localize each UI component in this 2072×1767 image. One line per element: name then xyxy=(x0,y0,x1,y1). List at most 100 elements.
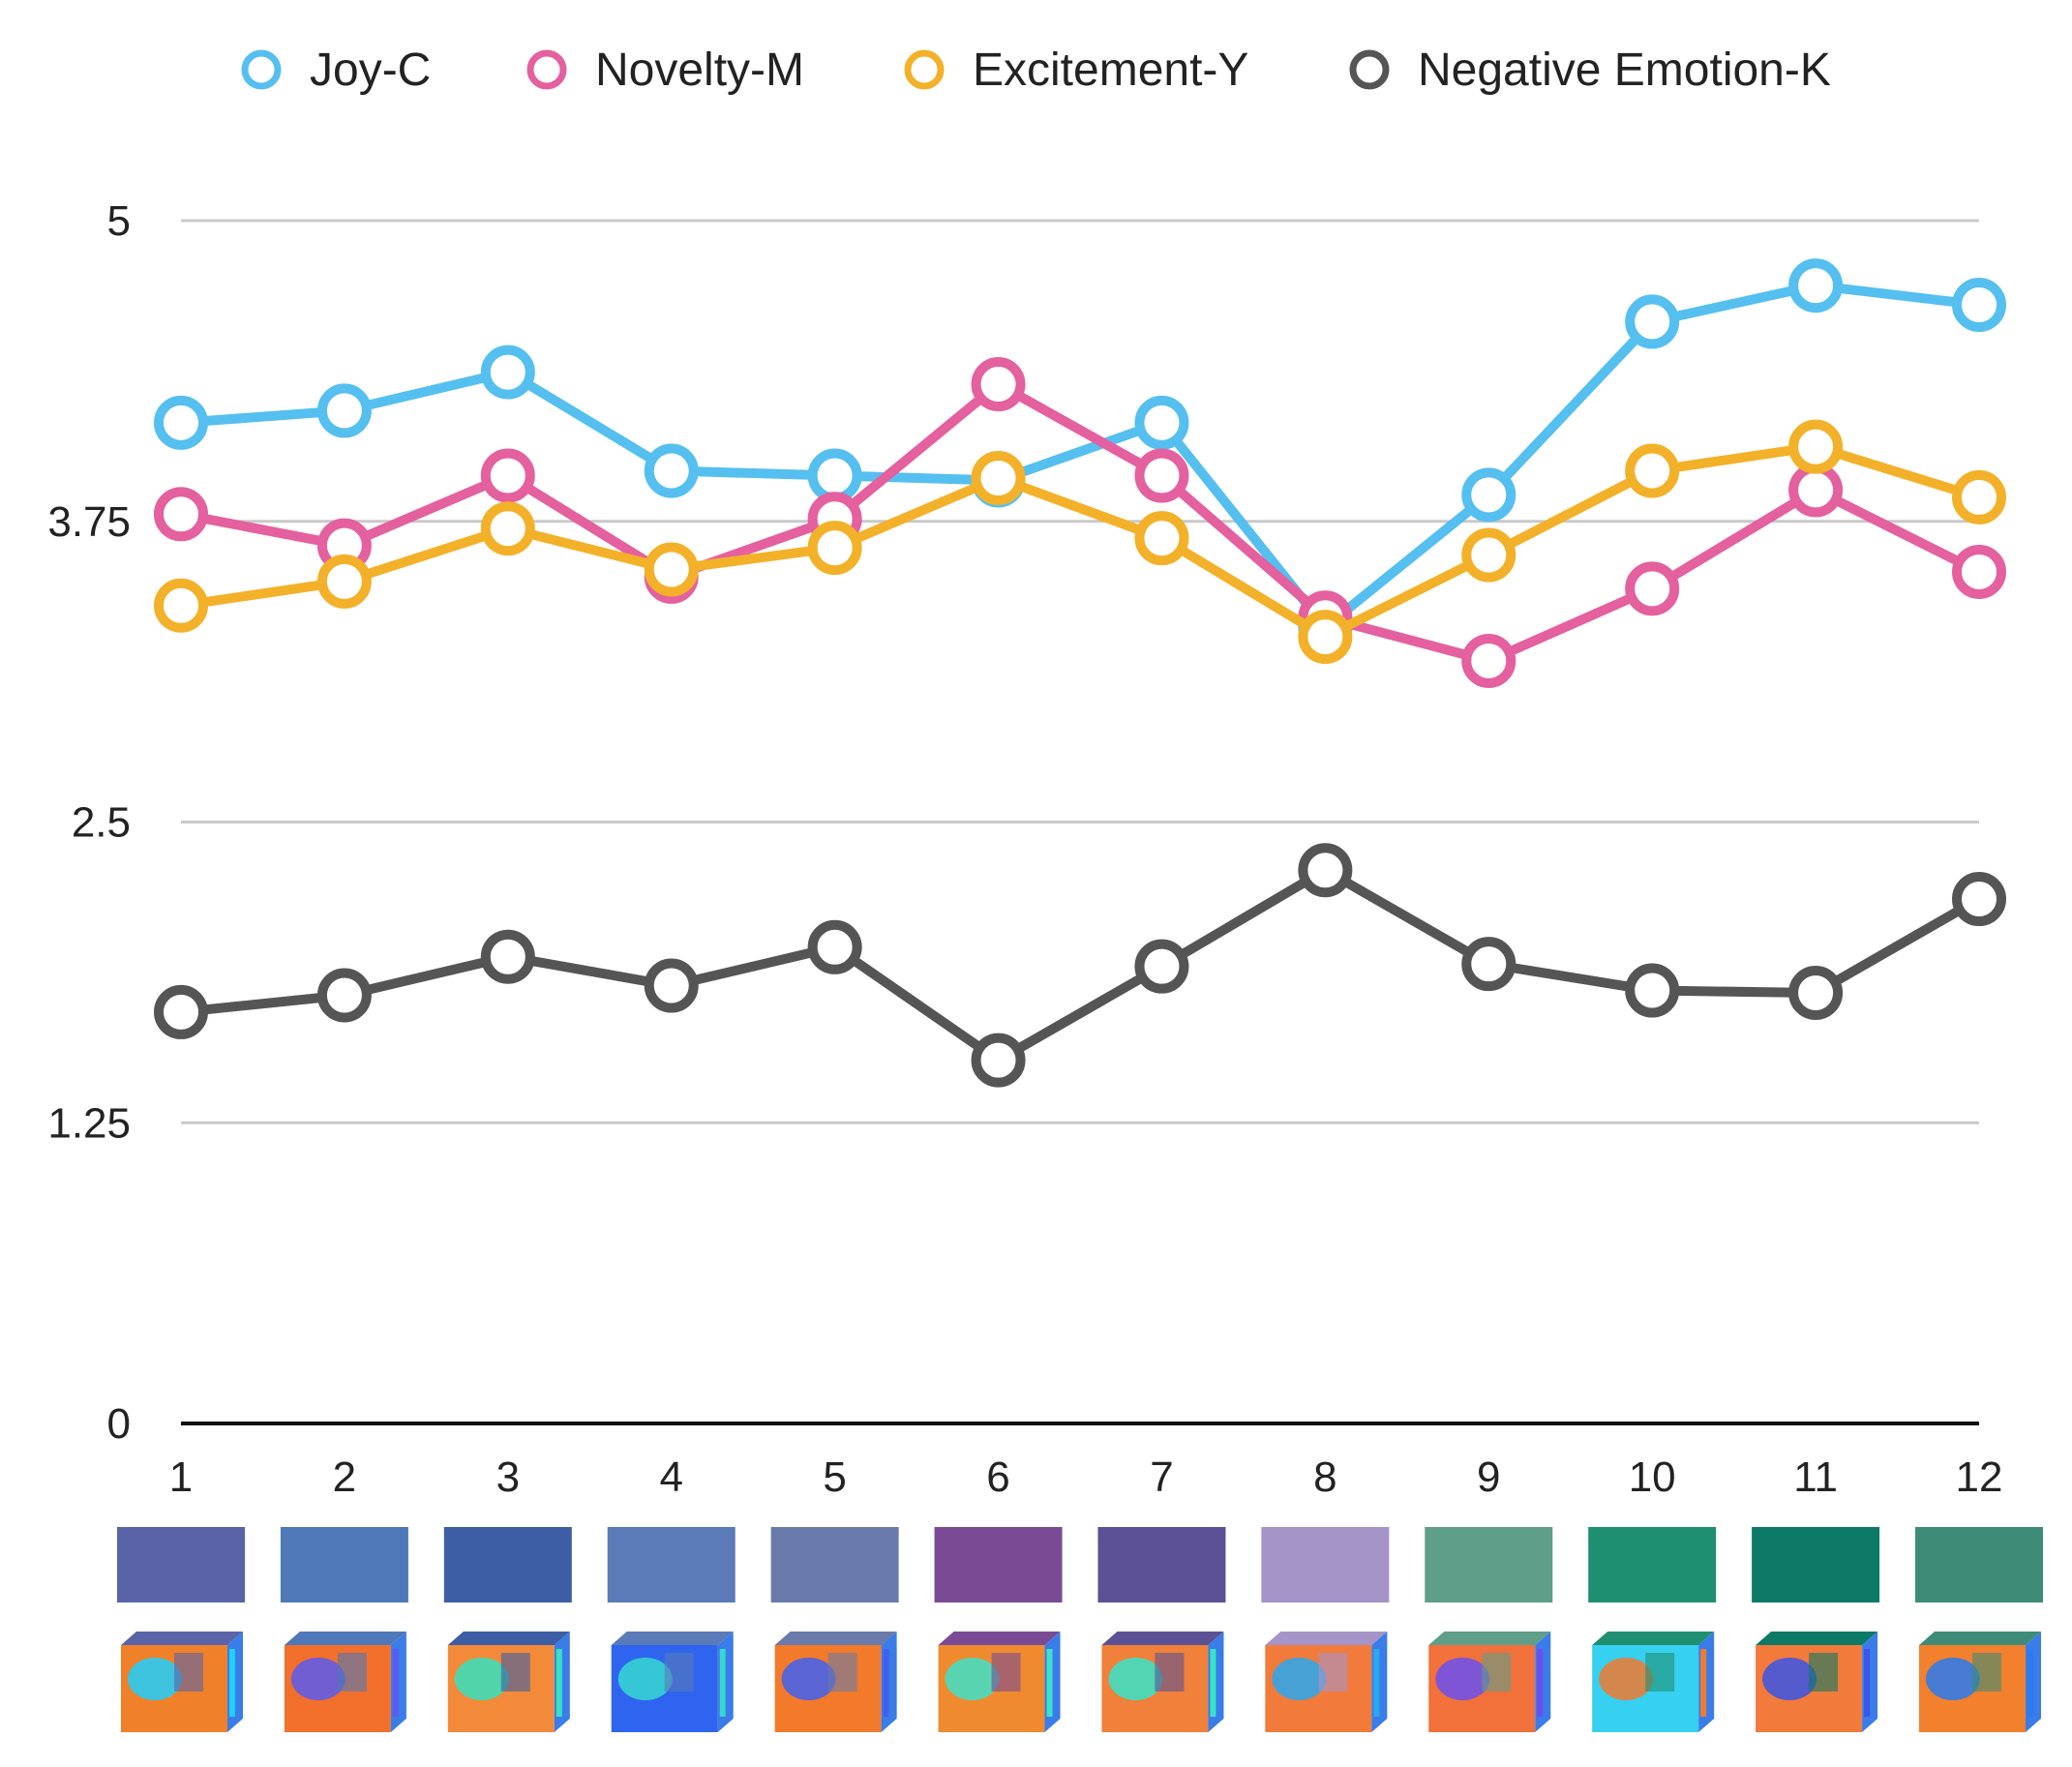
color-swatch xyxy=(280,1527,408,1602)
cube-front-pattern xyxy=(991,1653,1021,1692)
cube-front-pattern xyxy=(500,1653,530,1692)
data-point xyxy=(1134,395,1189,450)
data-point xyxy=(1625,294,1680,349)
data-point xyxy=(480,344,535,400)
cube-front-pattern xyxy=(664,1653,694,1692)
cube-front-pattern xyxy=(1645,1653,1675,1692)
data-point xyxy=(971,451,1026,506)
cube-top-face xyxy=(121,1632,243,1645)
cube-side-stripe xyxy=(1373,1649,1380,1717)
series-group xyxy=(154,357,2006,688)
data-point xyxy=(644,958,699,1013)
data-point xyxy=(154,984,208,1039)
data-point xyxy=(1952,544,2006,599)
cube-thumbnail xyxy=(1101,1632,1224,1732)
cube-side-stripe xyxy=(556,1649,562,1717)
data-point xyxy=(807,448,862,503)
color-swatch xyxy=(934,1527,1063,1602)
data-point xyxy=(1625,443,1680,498)
cube-front-pattern xyxy=(1482,1653,1512,1692)
series-line xyxy=(176,379,1984,666)
x-tick-label: 5 xyxy=(823,1453,846,1501)
cube-front-pattern xyxy=(827,1653,857,1692)
data-point xyxy=(971,357,1026,412)
x-axis-tick-labels: 1 2 3 4 5 6 7 8 9 10 11 12 xyxy=(169,1453,2003,1501)
legend-item: Negative Emotion-K xyxy=(1349,45,1831,96)
color-swatch xyxy=(607,1527,736,1602)
y-gridlines xyxy=(181,219,1979,1124)
x-tick-label: 8 xyxy=(1313,1453,1336,1501)
cube-front-pattern xyxy=(454,1658,509,1700)
color-swatch xyxy=(1097,1527,1226,1602)
cube-thumbnail xyxy=(611,1632,734,1732)
legend-item: Excitement-Y xyxy=(904,45,1248,96)
data-point xyxy=(316,383,372,438)
cube-front-pattern xyxy=(1272,1658,1327,1700)
data-point xyxy=(1952,469,2006,524)
cube-side-stripe xyxy=(1700,1649,1707,1717)
cube-side-stripe xyxy=(392,1649,399,1717)
legend-label: Novelty-M xyxy=(595,45,804,96)
color-swatch xyxy=(1425,1527,1553,1602)
cube-top-face xyxy=(1592,1632,1715,1645)
x-tick-label: 12 xyxy=(1956,1453,2003,1501)
cube-front-pattern xyxy=(1972,1653,2001,1692)
y-tick-label: 1.25 xyxy=(47,1099,131,1147)
data-point xyxy=(1134,448,1189,503)
x-tick-label: 1 xyxy=(169,1453,193,1501)
legend-label: Excitement-Y xyxy=(973,45,1248,96)
series-group xyxy=(154,843,2006,1088)
data-point xyxy=(1461,937,1516,992)
cube-thumbnail xyxy=(284,1632,406,1732)
cube-side-stripe xyxy=(1864,1649,1871,1717)
cube-thumbnail xyxy=(1265,1632,1388,1732)
x-tick-label: 3 xyxy=(496,1453,520,1501)
x-tick-label: 10 xyxy=(1629,1453,1676,1501)
data-point xyxy=(1788,966,1844,1021)
cube-top-face xyxy=(1756,1632,1878,1645)
data-point xyxy=(971,1033,1026,1088)
series-line xyxy=(176,441,1984,643)
color-swatch xyxy=(1588,1527,1717,1602)
cube-top-face xyxy=(1919,1632,2041,1645)
data-point xyxy=(316,554,372,609)
cube-side-stripe xyxy=(883,1649,889,1717)
data-point xyxy=(480,501,535,556)
x-tick-label: 6 xyxy=(986,1453,1009,1501)
cube-side-stripe xyxy=(719,1649,726,1717)
cube-thumbnail xyxy=(1592,1632,1715,1732)
series-group xyxy=(154,419,2006,665)
cube-thumbnail xyxy=(1428,1632,1551,1732)
cube-thumbnail xyxy=(447,1632,570,1732)
data-point xyxy=(1952,278,2006,333)
cube-front-pattern xyxy=(617,1658,673,1700)
cube-top-face xyxy=(611,1632,734,1645)
cube-front-pattern xyxy=(1108,1658,1163,1700)
cube-front-pattern xyxy=(290,1658,345,1700)
legend-item: Novelty-M xyxy=(526,45,804,96)
y-tick-label: 0 xyxy=(107,1400,131,1448)
data-point xyxy=(154,395,208,450)
cube-top-face xyxy=(284,1632,406,1645)
cube-side-stripe xyxy=(2027,1649,2033,1717)
data-point xyxy=(807,919,862,974)
series-line xyxy=(176,865,1984,1065)
color-swatch xyxy=(1261,1527,1390,1602)
x-tick-label: 2 xyxy=(333,1453,356,1501)
data-point xyxy=(1461,527,1516,583)
cube-top-face xyxy=(1265,1632,1388,1645)
color-swatch-row xyxy=(117,1527,2043,1602)
x-tick-label: 7 xyxy=(1150,1453,1173,1501)
cube-front-pattern xyxy=(781,1658,836,1700)
cube-front-pattern xyxy=(174,1653,203,1692)
cube-top-face xyxy=(1428,1632,1551,1645)
series-lines xyxy=(154,258,2006,1088)
legend-marker xyxy=(904,49,945,90)
data-point xyxy=(1298,843,1353,898)
cube-side-stripe xyxy=(229,1649,235,1717)
cube-front-pattern xyxy=(1809,1653,1839,1692)
data-point xyxy=(1134,511,1189,566)
cube-front-pattern xyxy=(1762,1658,1817,1700)
data-point xyxy=(154,578,208,633)
cube-front-pattern xyxy=(1318,1653,1348,1692)
